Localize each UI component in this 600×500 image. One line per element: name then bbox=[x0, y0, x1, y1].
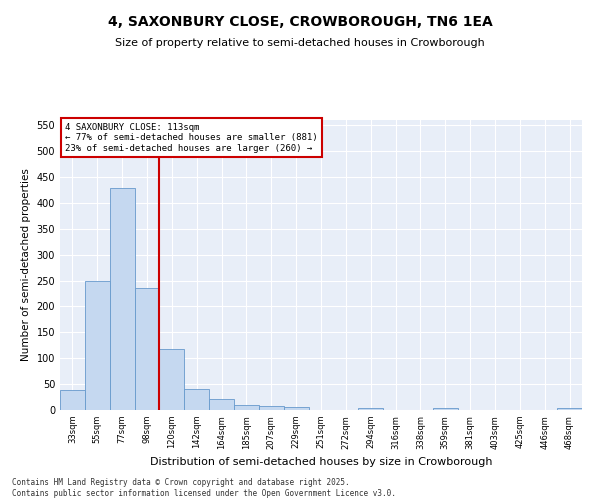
Bar bbox=[358, 408, 383, 410]
Bar bbox=[284, 408, 308, 410]
Text: Contains HM Land Registry data © Crown copyright and database right 2025.
Contai: Contains HM Land Registry data © Crown c… bbox=[12, 478, 396, 498]
Bar bbox=[134, 288, 160, 410]
X-axis label: Distribution of semi-detached houses by size in Crowborough: Distribution of semi-detached houses by … bbox=[150, 457, 492, 467]
Bar bbox=[234, 405, 259, 410]
Bar bbox=[557, 408, 582, 410]
Bar bbox=[184, 390, 209, 410]
Bar bbox=[209, 398, 234, 410]
Text: Size of property relative to semi-detached houses in Crowborough: Size of property relative to semi-detach… bbox=[115, 38, 485, 48]
Bar bbox=[85, 280, 110, 410]
Bar bbox=[110, 188, 134, 410]
Y-axis label: Number of semi-detached properties: Number of semi-detached properties bbox=[21, 168, 31, 362]
Text: 4, SAXONBURY CLOSE, CROWBOROUGH, TN6 1EA: 4, SAXONBURY CLOSE, CROWBOROUGH, TN6 1EA bbox=[107, 15, 493, 29]
Bar bbox=[259, 406, 284, 410]
Text: 4 SAXONBURY CLOSE: 113sqm
← 77% of semi-detached houses are smaller (881)
23% of: 4 SAXONBURY CLOSE: 113sqm ← 77% of semi-… bbox=[65, 123, 318, 152]
Bar bbox=[433, 408, 458, 410]
Bar bbox=[160, 349, 184, 410]
Bar bbox=[60, 390, 85, 410]
